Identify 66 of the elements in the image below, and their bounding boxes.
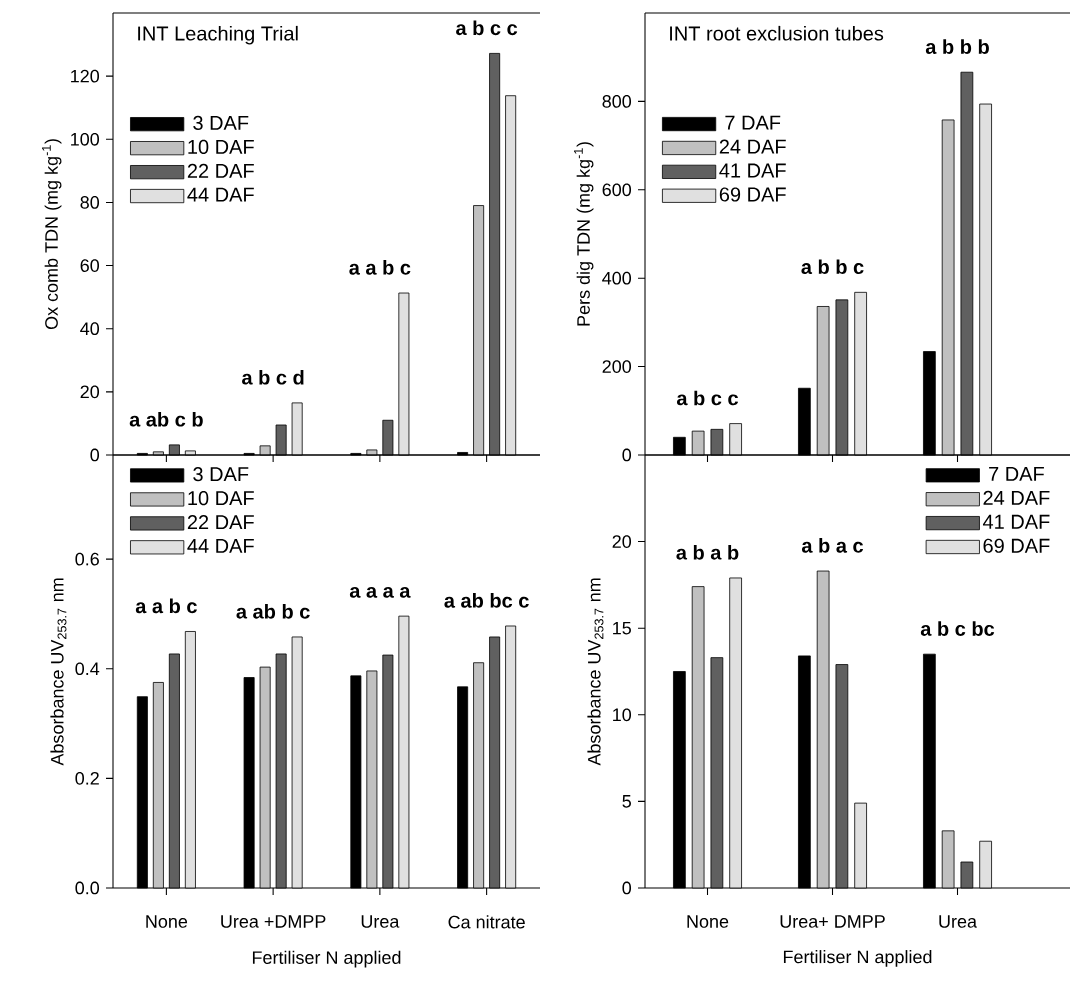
y-tick-label: 10 xyxy=(613,708,632,722)
y-tick-label: 0.2 xyxy=(75,772,99,785)
legend-label: 41 DAF xyxy=(982,514,1050,529)
legend-label: 10 DAF xyxy=(188,139,254,154)
legend-label: 22 DAF xyxy=(187,515,254,530)
y-tick-label: 0.4 xyxy=(75,662,100,676)
y-tick-label: 5 xyxy=(622,795,631,808)
annotation: a ab c b xyxy=(129,411,203,427)
y-tick-label: 40 xyxy=(80,322,100,336)
legend-label: 41 DAF xyxy=(719,163,786,178)
annotation: a a b c xyxy=(135,598,197,614)
annotation: a a a a xyxy=(349,586,411,598)
y-tick-label: 20 xyxy=(612,535,632,548)
x-tick-label: Urea +DMPP xyxy=(221,915,326,928)
annotation: a a b c xyxy=(349,260,411,275)
y-axis-title: Ox comb TDN (mg kg$^{-1}$) xyxy=(42,139,62,330)
legend-label: 10 DAF xyxy=(188,491,254,506)
y-tick-label: 80 xyxy=(80,196,100,209)
text: INT Leaching Trial xyxy=(138,25,298,45)
y-tick-label: 0 xyxy=(622,881,632,895)
x-tick-label: Urea xyxy=(361,915,400,928)
legend-label: 69 DAF xyxy=(719,187,786,202)
annotation: a b c d xyxy=(242,369,304,385)
x-axis-title: Fertiliser N applied xyxy=(252,950,401,968)
legend-label: 22 DAF xyxy=(187,163,254,178)
y-tick-label: 200 xyxy=(602,360,632,373)
legend-label: 24 DAF xyxy=(983,490,1050,505)
y-tick-label: 0 xyxy=(622,448,632,462)
x-tick-label: Urea xyxy=(939,915,978,928)
y-axis-title: Absorbance UV$_{253.7}$ nm xyxy=(50,578,67,766)
x-tick-label: Ca nitrate xyxy=(448,915,525,929)
text: INT root exclusion tubes xyxy=(670,25,884,41)
legend-label: 7 DAF xyxy=(725,115,781,130)
y-tick-label: 60 xyxy=(80,259,100,272)
y-tick-label: 0 xyxy=(90,448,100,462)
annotation: a b c c xyxy=(676,390,739,406)
y-tick-label: 20 xyxy=(80,385,100,399)
annotation: a b a c xyxy=(801,538,864,553)
y-axis-title: Absorbance UV$_{253.7}$ nm xyxy=(587,578,604,766)
legend-label: 3 DAF xyxy=(193,115,249,130)
annotation: a b c c xyxy=(456,20,518,36)
annotation: a b b b xyxy=(925,39,989,54)
annotation: a ab bc c xyxy=(444,593,529,608)
legend-label: 24 DAF xyxy=(719,139,786,154)
y-tick-label: 800 xyxy=(602,95,632,108)
y-tick-label: 600 xyxy=(602,183,632,197)
y-axis-title: Pers dig TDN (mg kg$^{-1}$) xyxy=(574,142,594,326)
y-tick-label: 0.0 xyxy=(75,881,100,895)
legend-label: 69 DAF xyxy=(983,538,1050,553)
y-tick-label: 120 xyxy=(71,69,100,83)
x-tick-label: Urea+ DMPP xyxy=(780,915,885,928)
annotation: a ab b c xyxy=(236,604,310,619)
x-tick-label: None xyxy=(687,915,729,928)
y-tick-label: 100 xyxy=(71,132,100,146)
legend-label: 44 DAF xyxy=(187,187,254,202)
legend-label: 44 DAF xyxy=(187,539,254,553)
annotation: a b a b xyxy=(676,545,739,560)
y-tick-label: 0.6 xyxy=(75,552,99,566)
x-axis-title: Fertiliser N applied xyxy=(783,950,932,967)
y-tick-label: 15 xyxy=(613,621,631,635)
legend-label: 7 DAF xyxy=(989,467,1044,481)
annotation: a b c bc xyxy=(920,621,995,636)
annotation: a b b c xyxy=(801,259,864,275)
y-tick-label: 400 xyxy=(602,271,632,285)
x-tick-label: None xyxy=(146,915,188,928)
legend-label: 3 DAF xyxy=(193,467,249,482)
